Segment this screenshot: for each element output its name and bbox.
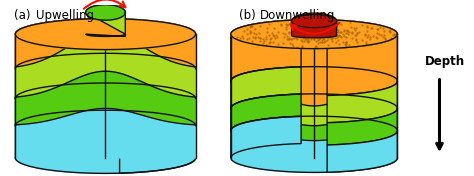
- Polygon shape: [119, 99, 196, 141]
- Text: Depth: Depth: [425, 55, 465, 68]
- Polygon shape: [15, 54, 91, 99]
- Polygon shape: [231, 20, 301, 81]
- Polygon shape: [231, 20, 397, 49]
- Polygon shape: [15, 83, 91, 126]
- Polygon shape: [327, 34, 397, 96]
- Polygon shape: [86, 5, 125, 36]
- Polygon shape: [86, 5, 125, 20]
- Polygon shape: [292, 13, 337, 38]
- Text: (b): (b): [239, 9, 255, 22]
- Polygon shape: [119, 34, 196, 84]
- Polygon shape: [231, 143, 397, 172]
- Polygon shape: [15, 110, 91, 158]
- Text: (a): (a): [14, 9, 31, 22]
- Text: Downwelling: Downwelling: [260, 9, 336, 22]
- Polygon shape: [15, 32, 196, 97]
- Polygon shape: [15, 19, 91, 69]
- Polygon shape: [327, 108, 397, 145]
- Polygon shape: [15, 108, 196, 158]
- Polygon shape: [231, 67, 301, 108]
- Polygon shape: [231, 109, 397, 141]
- Polygon shape: [327, 81, 397, 123]
- Polygon shape: [231, 34, 397, 106]
- Polygon shape: [15, 32, 196, 67]
- Polygon shape: [15, 71, 196, 125]
- Polygon shape: [16, 142, 196, 173]
- Polygon shape: [16, 19, 196, 50]
- Polygon shape: [119, 126, 196, 173]
- Polygon shape: [231, 94, 301, 131]
- Polygon shape: [231, 131, 397, 158]
- Polygon shape: [231, 116, 301, 158]
- Polygon shape: [231, 82, 397, 126]
- Text: Upwelling: Upwelling: [36, 9, 94, 22]
- Polygon shape: [292, 15, 337, 28]
- Polygon shape: [119, 69, 196, 114]
- Polygon shape: [327, 131, 397, 172]
